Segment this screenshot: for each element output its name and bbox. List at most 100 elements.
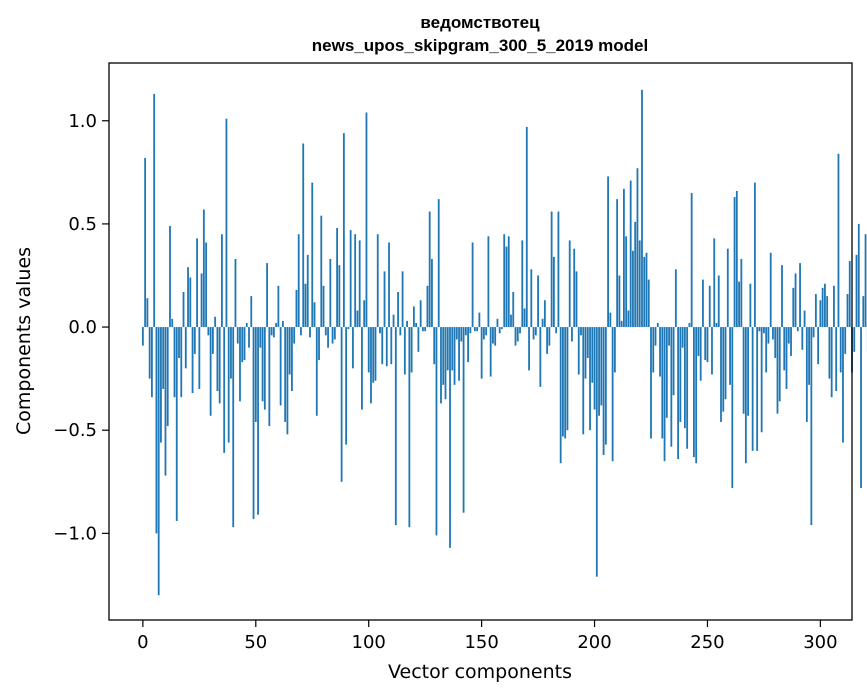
bar-138 (453, 327, 456, 385)
bar-285 (785, 327, 788, 389)
bar-168 (521, 240, 524, 328)
bar-55 (266, 263, 268, 328)
bar-99 (365, 112, 368, 328)
bar-286 (787, 327, 790, 344)
bar-15 (175, 327, 178, 521)
bar-283 (781, 265, 783, 328)
x-tick-label: 200 (577, 632, 611, 653)
bar-222 (643, 256, 646, 328)
bar-205 (604, 327, 607, 445)
bar-247 (699, 327, 702, 381)
bar-195 (582, 327, 585, 435)
bar-47 (248, 327, 250, 348)
bar-244 (693, 327, 695, 458)
bar-81 (324, 327, 327, 336)
y-axis-label: Components values (13, 247, 35, 435)
bar-202 (598, 327, 600, 416)
bar-34 (218, 327, 221, 404)
bar-243 (690, 192, 693, 328)
x-tick-label: 250 (690, 632, 724, 653)
bar-115 (401, 271, 404, 328)
bar-179 (546, 327, 549, 354)
bar-91 (347, 327, 350, 330)
bar-24 (196, 238, 198, 328)
bar-200 (593, 327, 596, 410)
bar-259 (726, 248, 729, 328)
bar-225 (650, 327, 652, 439)
bar-62 (281, 320, 284, 328)
bar-74 (309, 327, 311, 338)
bar-87 (338, 265, 341, 328)
bar-155 (492, 327, 494, 344)
bar-203 (600, 327, 603, 406)
bar-178 (543, 300, 546, 328)
bar-201 (595, 327, 598, 577)
bar-278 (769, 252, 772, 328)
bar-68 (295, 289, 298, 328)
bar-109 (388, 242, 390, 328)
bar-310 (842, 327, 844, 443)
bar-297 (812, 327, 815, 338)
bar-294 (805, 327, 808, 422)
bar-265 (740, 258, 743, 328)
bar-246 (697, 327, 700, 356)
bar-30 (209, 327, 212, 416)
bar-174 (534, 327, 537, 336)
bar-159 (501, 327, 503, 330)
bar-104 (376, 234, 379, 328)
bar-275 (763, 327, 765, 334)
bar-28 (205, 242, 208, 328)
bar-311 (844, 327, 847, 354)
bar-88 (340, 327, 343, 482)
bar-227 (654, 327, 657, 346)
bar-83 (329, 258, 332, 328)
bar-318 (860, 327, 862, 488)
bar-94 (354, 234, 357, 328)
bar-284 (783, 327, 786, 371)
bar-72 (304, 283, 307, 328)
bar-249 (704, 327, 707, 361)
bar-238 (679, 327, 682, 422)
bar-90 (345, 327, 348, 445)
bar-1 (144, 157, 147, 328)
bar-320 (864, 234, 867, 328)
bar-231 (663, 327, 666, 462)
y-tick-label: 0.5 (68, 214, 97, 235)
bar-126 (426, 285, 429, 328)
bar-197 (586, 327, 589, 358)
bar-137 (451, 327, 454, 371)
bar-64 (286, 327, 289, 435)
bar-193 (577, 327, 580, 375)
bar-89 (342, 133, 345, 328)
bar-303 (826, 296, 829, 328)
bar-216 (629, 180, 632, 328)
bar-120 (412, 306, 415, 328)
bar-128 (431, 258, 433, 328)
bar-73 (306, 254, 309, 328)
bar-101 (370, 327, 372, 404)
bar-123 (419, 300, 422, 328)
bar-293 (803, 310, 806, 328)
bar-75 (311, 182, 314, 328)
bar-108 (385, 327, 388, 367)
bar-112 (394, 327, 397, 526)
bar-127 (428, 211, 431, 328)
bar-135 (446, 327, 449, 371)
bar-234 (670, 327, 673, 447)
bar-38 (227, 327, 230, 443)
bar-158 (498, 327, 501, 334)
bar-272 (756, 327, 759, 451)
bar-298 (814, 294, 817, 328)
bar-313 (848, 261, 851, 328)
bar-296 (810, 327, 813, 526)
bar-181 (550, 211, 553, 328)
bar-187 (564, 327, 567, 439)
bar-292 (801, 327, 804, 350)
bar-149 (478, 312, 481, 328)
bar-316 (855, 254, 858, 328)
bar-117 (406, 320, 409, 328)
bar-309 (839, 327, 842, 373)
bar-253 (713, 238, 716, 328)
bar-256 (720, 327, 722, 422)
bar-48 (250, 296, 253, 328)
